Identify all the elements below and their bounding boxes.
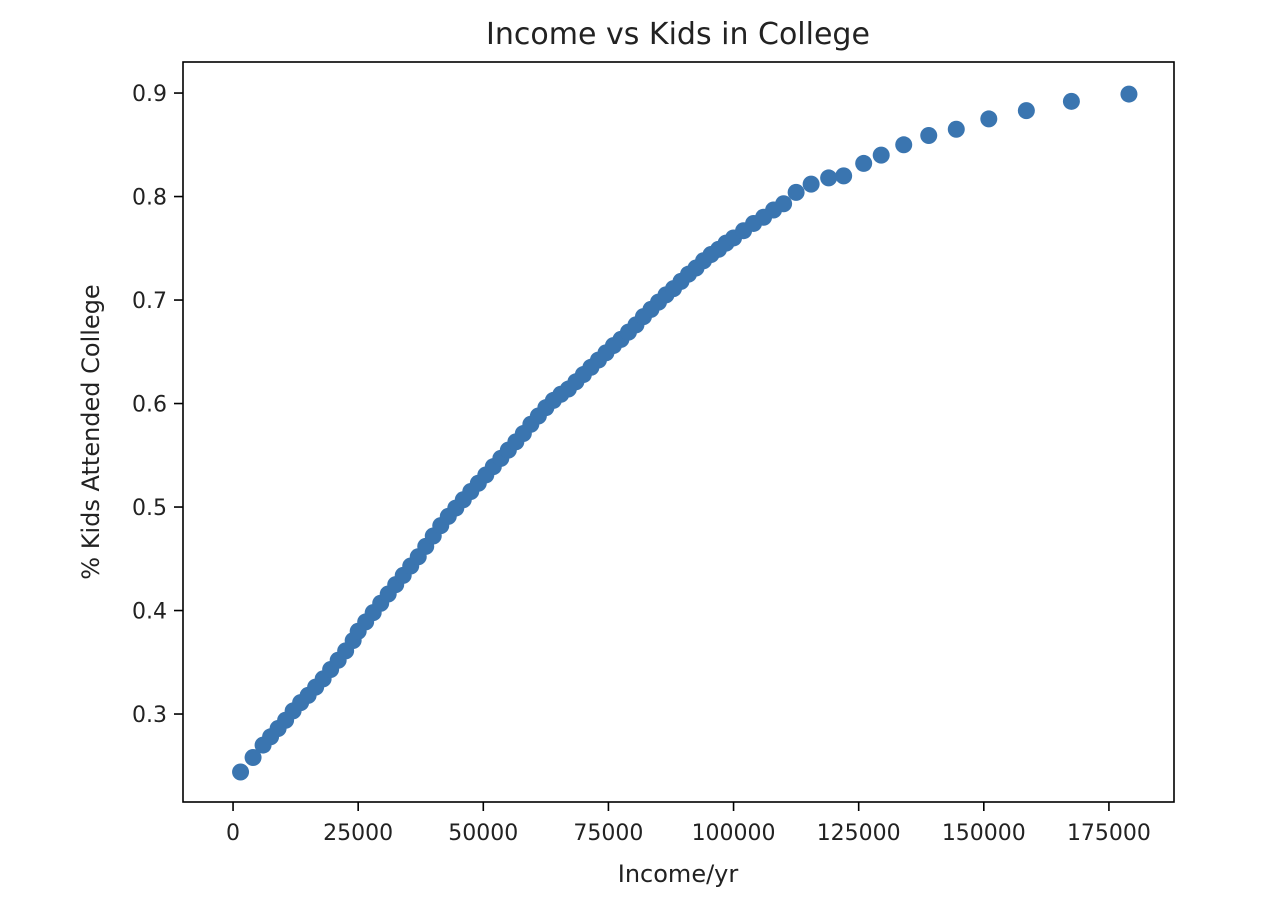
data-point: [775, 195, 793, 213]
y-axis-ticks: 0.3 0.4 0.5 0.6 0.7 0.8 0.9: [132, 82, 183, 728]
y-tick-label: 0.6: [132, 393, 167, 418]
x-tick-label: 150000: [942, 821, 1026, 846]
x-axis-label: Income/yr: [618, 860, 739, 888]
data-point: [232, 763, 250, 781]
x-tick-label: 100000: [692, 821, 776, 846]
y-axis-label: % Kids Attended College: [77, 284, 105, 579]
data-point: [920, 126, 938, 144]
data-point: [980, 110, 998, 128]
data-point: [835, 167, 853, 185]
chart-title: Income vs Kids in College: [486, 17, 870, 52]
y-tick-label: 0.3: [132, 703, 167, 728]
data-point: [947, 120, 965, 138]
data-point: [820, 169, 838, 187]
x-tick-label: 125000: [817, 821, 901, 846]
x-tick-label: 175000: [1067, 821, 1151, 846]
data-point: [1120, 85, 1138, 103]
plot-frame: [182, 61, 1175, 803]
y-tick-label: 0.5: [132, 496, 167, 521]
x-tick-label: 50000: [448, 821, 518, 846]
data-points: [232, 85, 1138, 781]
data-point: [1017, 102, 1035, 120]
x-tick-label: 0: [226, 821, 240, 846]
data-point: [872, 146, 890, 164]
y-tick-label: 0.9: [132, 82, 167, 107]
y-tick-label: 0.8: [132, 186, 167, 211]
y-tick-label: 0.7: [132, 289, 167, 314]
data-point: [895, 136, 913, 154]
x-tick-label: 25000: [323, 821, 393, 846]
data-point: [855, 154, 873, 172]
data-point: [1062, 92, 1080, 110]
x-tick-label: 75000: [573, 821, 643, 846]
data-point: [244, 749, 262, 766]
y-tick-label: 0.4: [132, 600, 167, 625]
data-point: [787, 183, 805, 201]
x-axis-ticks: 0 25000 50000 75000 100000 125000 150000 175000: [226, 802, 1151, 846]
data-point: [802, 175, 820, 193]
